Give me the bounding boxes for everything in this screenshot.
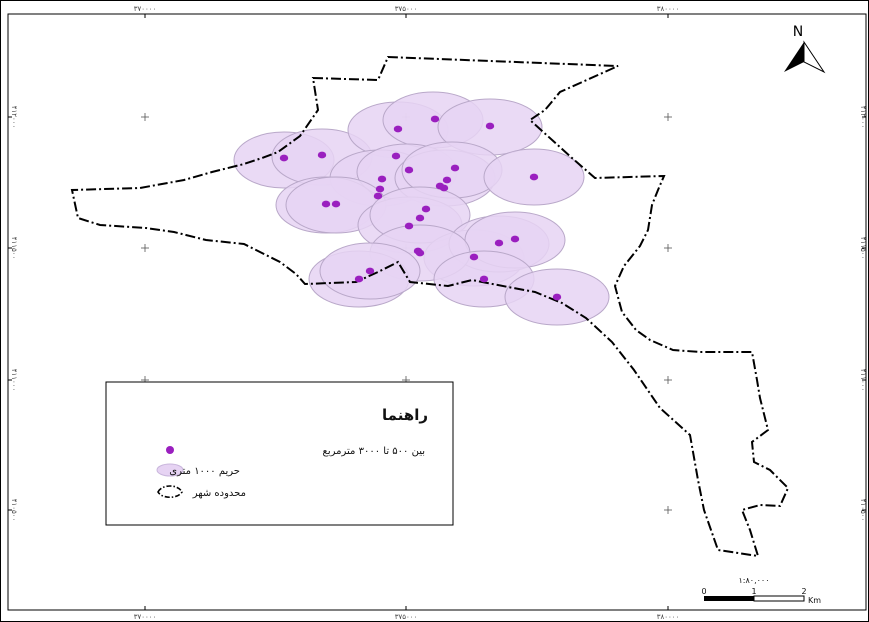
legend-box (105, 381, 454, 526)
site-point (365, 267, 375, 275)
legend-title: راهنما (382, 406, 428, 424)
site-point (321, 200, 331, 208)
site-point (510, 235, 520, 243)
y-left-label-2: ۴۱۱۵۰۰ (10, 237, 18, 260)
city-boundary (70, 55, 790, 558)
legend: راهنما بین ۵۰۰ تا ۳۰۰۰ مترمربع حریم ۱۰۰۰… (105, 381, 454, 526)
lavender-circle-icon (156, 463, 184, 477)
neatline-ticks (8, 14, 866, 610)
site-point (450, 164, 460, 172)
x-top-label-1: ۳۷۰۰۰۰ (134, 5, 157, 13)
site-point (439, 184, 449, 192)
site-point (421, 205, 431, 213)
legend-item-buffer: حریم ۱۰۰۰ متری (169, 466, 240, 477)
site-point (485, 122, 495, 130)
site-point (404, 166, 414, 174)
site-point (469, 253, 479, 261)
site-point (415, 214, 425, 222)
site-point (404, 222, 414, 230)
site-point (354, 275, 364, 283)
site-point (373, 192, 383, 200)
dash-dot-boundary-icon (157, 485, 183, 499)
scale-ratio: ۱:۸۰,۰۰۰ (738, 576, 769, 585)
x-top-label-3: ۳۸۰۰۰۰ (657, 5, 680, 13)
site-point (279, 154, 289, 162)
site-point (442, 176, 452, 184)
north-arrow-icon: N (784, 24, 826, 74)
site-point (529, 173, 539, 181)
x-bottom-label-3: ۳۸۰۰۰۰ (657, 613, 680, 621)
grid-cross (664, 113, 672, 121)
grid-cross (664, 376, 672, 384)
y-left-label-4: ۴۱۰۵۰۰ (10, 499, 18, 522)
legend-item-boundary: محدوده شهر (192, 488, 246, 499)
scale-segment-2 (753, 595, 805, 602)
site-point (391, 152, 401, 160)
y-left-label-1: ۴۱۲۰۰۰ (10, 106, 18, 129)
site-point (375, 185, 385, 193)
site-point (430, 115, 440, 123)
x-bottom-label-2: ۳۷۵۰۰۰ (395, 613, 418, 621)
north-label: N (793, 24, 803, 40)
scale-tick-2: 2 (801, 587, 806, 596)
grid-cross (664, 244, 672, 252)
site-point (317, 151, 327, 159)
site-points (279, 115, 562, 301)
scale-tick-1: 1 (751, 587, 756, 596)
x-top-label-2: ۳۷۵۰۰۰ (395, 5, 418, 13)
y-left-label-3: ۴۱۱۰۰۰ (10, 369, 18, 392)
site-point (377, 175, 387, 183)
purple-dot-icon (166, 446, 174, 454)
x-bottom-label-1: ۳۷۰۰۰۰ (134, 613, 157, 621)
scale-segment-1 (704, 596, 754, 601)
grid-cross (141, 113, 149, 121)
site-point (552, 293, 562, 301)
site-point (393, 125, 403, 133)
scale-tick-0: 0 (701, 587, 706, 596)
site-point (479, 275, 489, 283)
scale-unit: Km (808, 596, 821, 605)
site-point (494, 239, 504, 247)
site-point (331, 200, 341, 208)
grid-cross (141, 244, 149, 252)
grid-cross (664, 506, 672, 514)
legend-item-points: بین ۵۰۰ تا ۳۰۰۰ مترمربع (323, 446, 425, 457)
scale-bar: ۱:۸۰,۰۰۰ 0 1 2 Km (701, 576, 821, 605)
site-point (415, 249, 425, 257)
